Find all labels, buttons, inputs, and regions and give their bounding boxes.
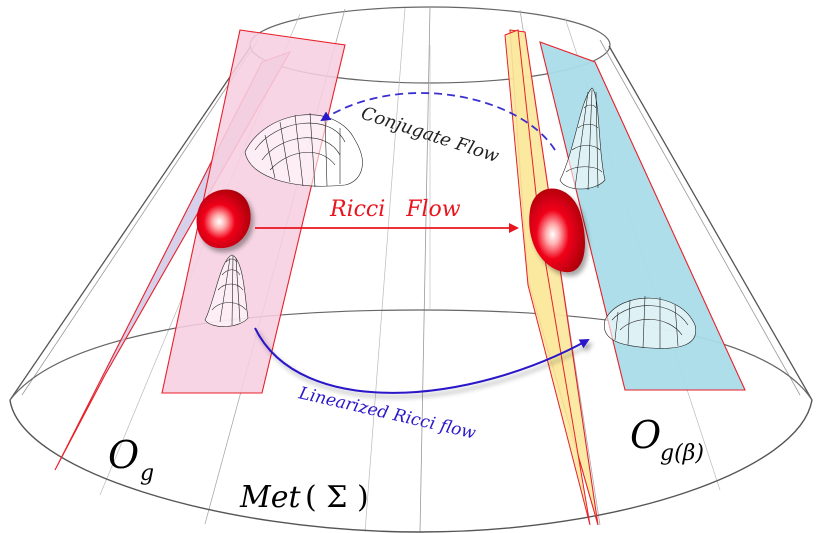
slice-orbit-gbeta (504, 29, 746, 526)
wireframe-bump-left-wide (244, 112, 363, 188)
orbit-g-label: O g (108, 433, 154, 486)
orbit-gbeta-label: O g(β) (630, 413, 704, 466)
metric-blob-right (529, 188, 585, 273)
ricci-flow-label: Ricci Flow (329, 197, 461, 222)
met-prefix: Met (239, 480, 301, 515)
orbit-g-main: O (108, 433, 139, 477)
cone-bottom-front-arc (9, 399, 813, 533)
wireframe-spike-left (204, 254, 249, 327)
slice-orbit-g (54, 29, 346, 471)
conjugate-flow-label: Conjugate Flow (358, 103, 502, 168)
wireframe-bump-right-wide (603, 295, 697, 349)
cone-right-edge-2 (599, 39, 801, 396)
cone-left-edge-2 (21, 39, 259, 396)
met-sigma-label: Met ( Σ ) (239, 480, 369, 515)
metric-blob-left (196, 189, 251, 249)
orbit-gbeta-main: O (630, 413, 661, 457)
orbit-gbeta-sub: g(β) (660, 441, 704, 466)
cone-bottom-back-arc (9, 309, 813, 401)
wireframe-spike-right (559, 87, 606, 191)
conjugate-flow-arrow (320, 92, 556, 151)
cone-left-edge (9, 45, 252, 401)
slice-gbeta-yellow-face (504, 29, 591, 526)
cone-right-edge (608, 45, 813, 401)
met-arg: ( Σ ) (305, 480, 369, 515)
orbit-g-sub: g (140, 461, 154, 486)
linearized-flow-arrow (254, 327, 590, 394)
